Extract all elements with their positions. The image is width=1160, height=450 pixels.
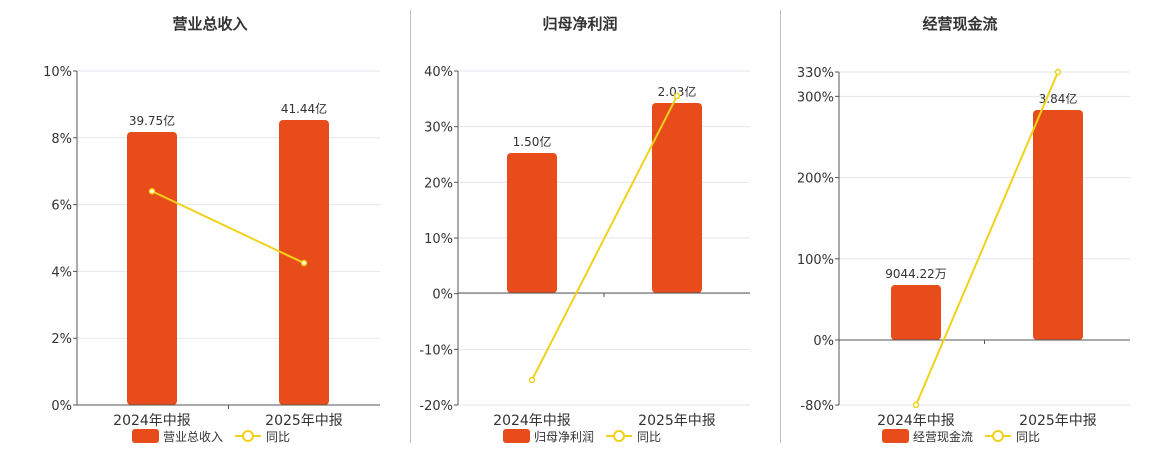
legend-label: 归母净利润 bbox=[534, 430, 594, 444]
y-tick-label: 300% bbox=[797, 90, 834, 105]
yoy-point bbox=[1054, 68, 1062, 76]
legend-swatch-marker bbox=[242, 430, 254, 442]
legend-label: 同比 bbox=[266, 430, 290, 444]
legend-swatch-bar bbox=[882, 429, 909, 443]
bar-value-label: 2.03亿 bbox=[658, 84, 697, 99]
chart-net-profit: 归母净利润 1.50亿 2.03亿 40% 30% 20% 10% 0% -10% -20% 20… bbox=[419, 15, 750, 444]
bar bbox=[127, 132, 177, 405]
legend-label: 经营现金流 bbox=[913, 429, 973, 444]
legend-swatch-bar bbox=[132, 429, 159, 443]
panel-divider bbox=[780, 10, 781, 443]
y-tick-label: 0% bbox=[813, 334, 834, 349]
chart-cash-flow: 经营现金流 9044.22万3.84亿330%300%200%100%0%-80… bbox=[797, 15, 1130, 444]
x-tick-label: 2025年中报 bbox=[265, 413, 343, 429]
yoy-line bbox=[915, 71, 1059, 406]
y-tick-label: 6% bbox=[51, 199, 72, 214]
legend-swatch-marker bbox=[992, 430, 1004, 442]
y-tick-label: 100% bbox=[797, 253, 834, 268]
x-tick-label: 2025年中报 bbox=[1019, 413, 1097, 429]
legend-swatch-marker bbox=[613, 430, 625, 442]
yoy-point bbox=[528, 376, 536, 384]
chart-revenue: 营业总收入 39.75亿 41.44亿 10% 8% 6% 4% 2% 0% 2024年中报 20… bbox=[43, 15, 380, 444]
bar bbox=[1033, 110, 1083, 340]
y-tick-label: 200% bbox=[797, 172, 834, 187]
y-tick-label: -10% bbox=[419, 343, 453, 358]
y-tick-label: 0% bbox=[51, 399, 72, 414]
yoy-point bbox=[148, 187, 156, 195]
y-tick-label: -80% bbox=[800, 399, 834, 414]
bar bbox=[652, 103, 702, 293]
bar bbox=[891, 285, 941, 340]
y-tick-label: 40% bbox=[424, 65, 453, 80]
x-tick-label: 2024年中报 bbox=[877, 413, 955, 429]
legend-label: 营业总收入 bbox=[163, 430, 223, 444]
x-tick-label: 2025年中报 bbox=[638, 413, 716, 429]
yoy-line bbox=[151, 190, 305, 264]
y-tick-label: 2% bbox=[51, 332, 72, 347]
legend-swatch-bar bbox=[503, 429, 530, 443]
y-tick-label: 10% bbox=[43, 65, 72, 80]
yoy-point bbox=[912, 401, 920, 409]
panel-divider bbox=[410, 10, 411, 443]
chart-title: 营业总收入 bbox=[172, 15, 247, 33]
y-tick-label: 20% bbox=[424, 176, 453, 191]
chart-title: 归母净利润 bbox=[542, 15, 617, 33]
yoy-point bbox=[673, 92, 681, 100]
legend-label: 同比 bbox=[637, 430, 661, 444]
y-tick-label: 8% bbox=[51, 132, 72, 147]
bar-value-label: 41.44亿 bbox=[281, 101, 327, 116]
y-tick-label: 4% bbox=[51, 265, 72, 280]
y-tick-label: -20% bbox=[419, 399, 453, 414]
x-tick-label: 2024年中报 bbox=[113, 413, 191, 429]
legend-label: 同比 bbox=[1016, 430, 1040, 444]
bar-value-label: 9044.22万 bbox=[885, 267, 947, 281]
bar-value-label: 1.50亿 bbox=[513, 134, 552, 149]
y-tick-label: 10% bbox=[424, 232, 453, 247]
bar-value-label: 39.75亿 bbox=[129, 113, 175, 128]
y-tick-label: 30% bbox=[424, 121, 453, 136]
x-tick-label: 2024年中报 bbox=[493, 413, 571, 429]
y-tick-label: 0% bbox=[432, 288, 453, 303]
yoy-point bbox=[300, 259, 308, 267]
y-tick-label: 330% bbox=[797, 66, 834, 81]
bar bbox=[507, 153, 557, 293]
chart-title: 经营现金流 bbox=[922, 15, 997, 33]
yoy-line bbox=[531, 95, 678, 381]
